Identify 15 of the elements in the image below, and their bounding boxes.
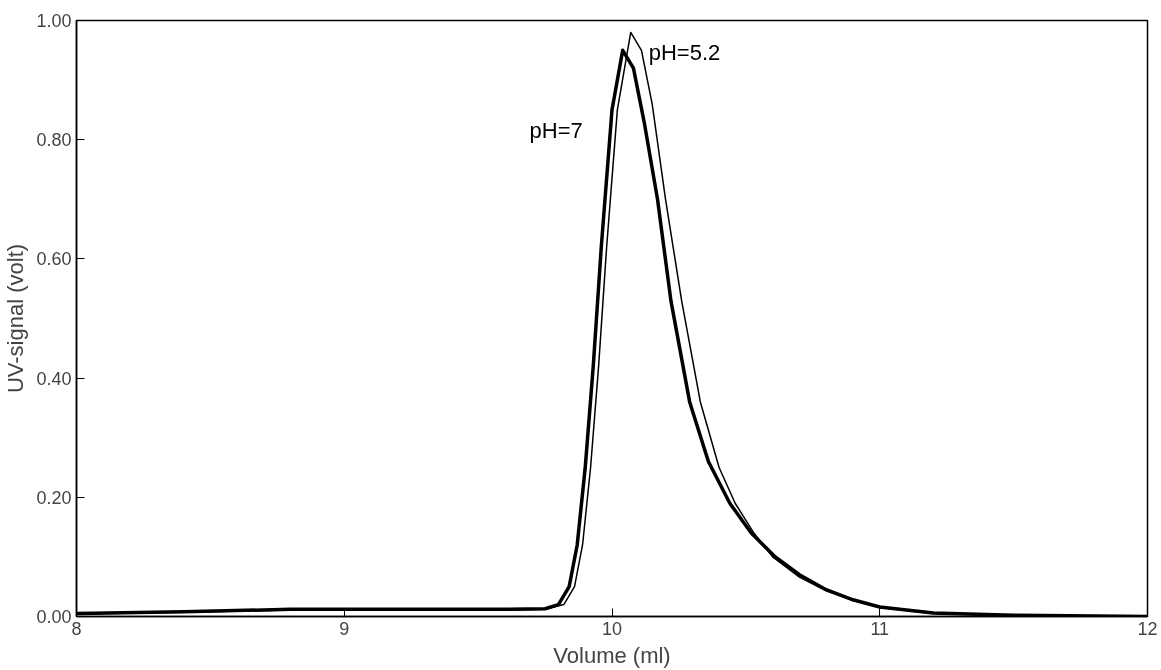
y-axis-title: UV-signal (volt) [3, 243, 29, 394]
y-tick-label: 0.60 [36, 249, 72, 270]
x-tick-label: 9 [339, 618, 350, 639]
x-tick-label: 12 [1137, 618, 1158, 639]
y-tick-label: 1.00 [36, 11, 72, 31]
y-tick-label: 0.40 [36, 368, 72, 389]
x-tick-label: 10 [601, 618, 623, 639]
series-label: pH=7 [529, 117, 583, 143]
series-label: pH=5.2 [648, 39, 721, 65]
y-tick-label: 0.00 [36, 607, 72, 627]
x-tick-label: 8 [71, 618, 82, 639]
y-tick-label: 0.80 [36, 130, 72, 151]
y-tick-label: 0.20 [36, 487, 72, 508]
x-axis-title: Volume (ml) [553, 642, 671, 668]
x-tick-label: 11 [870, 618, 890, 639]
